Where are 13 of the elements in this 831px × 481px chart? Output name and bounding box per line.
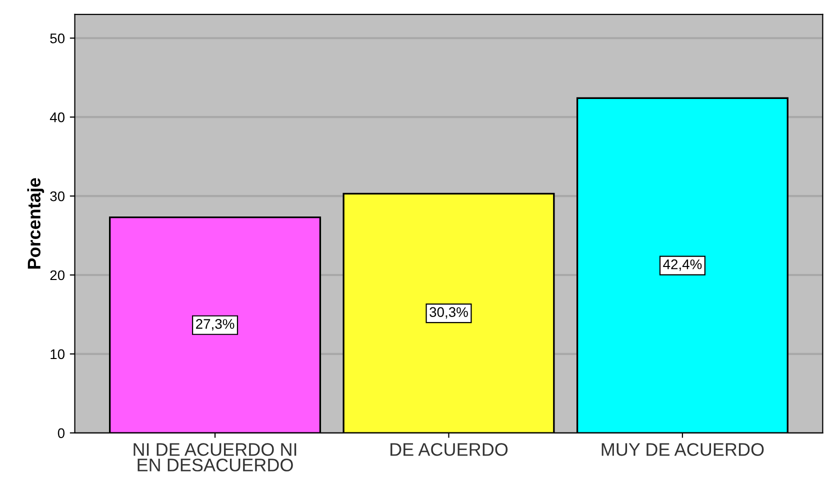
y-tick-label: 0 bbox=[58, 428, 65, 438]
x-tick-label: MUY DE ACUERDO bbox=[602, 443, 764, 456]
data-label: 27,3% bbox=[196, 319, 234, 330]
y-tick-label: 20 bbox=[50, 270, 65, 280]
y-tick-label: 30 bbox=[50, 191, 65, 202]
y-tick-label: 50 bbox=[50, 33, 65, 44]
y-axis-title: Porcentaje bbox=[27, 178, 44, 269]
x-tick-label: NI DE ACUERDO NI EN DESACUERDO bbox=[134, 443, 296, 472]
data-label: 30,3% bbox=[430, 307, 468, 319]
y-tick-label: 10 bbox=[50, 349, 65, 360]
x-tick-label: DE ACUERDO bbox=[390, 443, 508, 456]
data-label: 42,4% bbox=[663, 259, 702, 271]
y-tick-label: 40 bbox=[50, 112, 65, 122]
